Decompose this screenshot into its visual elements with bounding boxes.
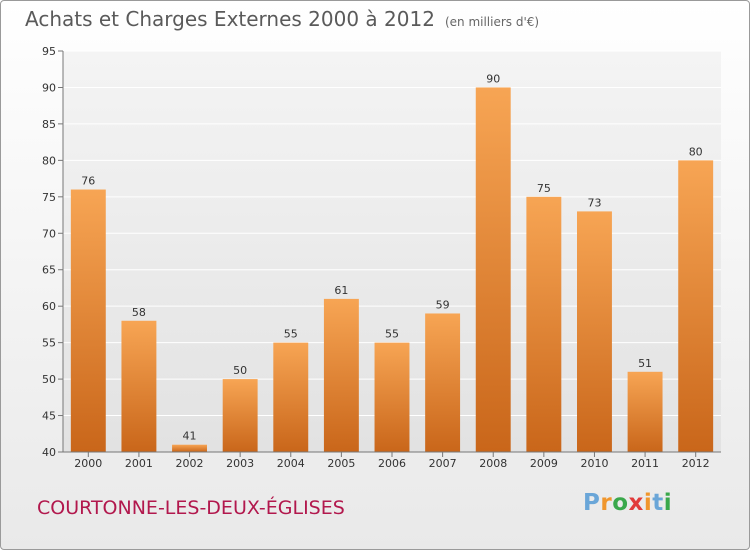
x-tick-label-2002: 2002: [176, 457, 204, 470]
y-tick-label: 80: [42, 154, 56, 167]
x-tick-label-2010: 2010: [580, 457, 608, 470]
x-axis: 2000 2001 2002 2003 2004 2005 2006 2007 2008 2009…: [63, 451, 721, 470]
logo-letter: P: [583, 490, 601, 516]
data-label-2011: 51: [638, 357, 652, 370]
bar-2009: [526, 196, 562, 452]
data-label-2001: 58: [132, 306, 146, 319]
x-tick-label-2004: 2004: [277, 457, 305, 470]
bar-2001: [121, 320, 157, 452]
data-label-2006: 55: [385, 328, 399, 341]
x-tick-label-2012: 2012: [682, 457, 710, 470]
bar-2002: [172, 444, 208, 452]
x-tick-label-2003: 2003: [226, 457, 254, 470]
proxiti-logo: Proxiti: [583, 490, 672, 516]
bar-2007: [425, 313, 461, 452]
bar-2005: [323, 298, 359, 452]
bar-2004: [273, 342, 309, 452]
chart-title-text: Achats et Charges Externes 2000 à 2012: [25, 7, 435, 31]
bar-2011: [627, 371, 663, 452]
y-tick-label: 95: [42, 45, 56, 58]
x-tick-label-2008: 2008: [479, 457, 507, 470]
x-tick-label-2007: 2007: [429, 457, 457, 470]
logo-letter: o: [612, 490, 629, 516]
data-label-2000: 76: [81, 175, 95, 188]
x-tick-label-2000: 2000: [74, 457, 102, 470]
x-tick-label-2001: 2001: [125, 457, 153, 470]
data-label-2003: 50: [233, 364, 247, 377]
bar-2000: [70, 189, 106, 452]
commune-name: COURTONNE-LES-DEUX-ÉGLISES: [37, 497, 345, 519]
bars: 76 58 41 50 55 61 55 59 90 75 73 51 80: [70, 72, 714, 453]
data-label-2004: 55: [284, 328, 298, 341]
data-label-2002: 41: [183, 430, 197, 443]
x-tick-label-2005: 2005: [327, 457, 355, 470]
data-label-2005: 61: [334, 284, 348, 297]
x-tick-label-2009: 2009: [530, 457, 558, 470]
y-tick-label: 70: [42, 227, 56, 240]
y-tick-label: 60: [42, 300, 56, 313]
logo-letter: t: [652, 490, 664, 516]
data-label-2008: 90: [486, 72, 500, 85]
data-label-2007: 59: [436, 298, 450, 311]
x-tick-label-2011: 2011: [631, 457, 659, 470]
logo-letter: i: [643, 490, 653, 516]
bar-2006: [374, 342, 410, 452]
y-tick-label: 85: [42, 118, 56, 131]
y-tick-label: 50: [42, 373, 56, 386]
bar-2003: [222, 379, 258, 452]
chart-title: Achats et Charges Externes 2000 à 2012 (e…: [25, 7, 539, 31]
data-label-2010: 73: [587, 196, 601, 209]
data-label-2012: 80: [689, 145, 703, 158]
logo-letter: x: [628, 490, 644, 516]
y-tick-label: 75: [42, 191, 56, 204]
logo-letter: i: [663, 490, 673, 516]
bar-2012: [678, 160, 714, 452]
x-tick-label-2006: 2006: [378, 457, 406, 470]
y-tick-label: 55: [42, 337, 56, 350]
bar-2008: [475, 87, 511, 453]
bar-2010: [576, 211, 612, 452]
y-tick-label: 65: [42, 264, 56, 277]
chart-unit: (en milliers d'€): [444, 15, 540, 29]
logo-letter: r: [600, 490, 613, 516]
data-label-2009: 75: [537, 182, 551, 195]
y-tick-label: 45: [42, 410, 56, 423]
y-tick-label: 90: [42, 81, 56, 94]
y-tick-label: 40: [42, 446, 56, 459]
y-axis: 40 45 50 55 60 65 70 75 80 85 90 95: [42, 45, 64, 459]
